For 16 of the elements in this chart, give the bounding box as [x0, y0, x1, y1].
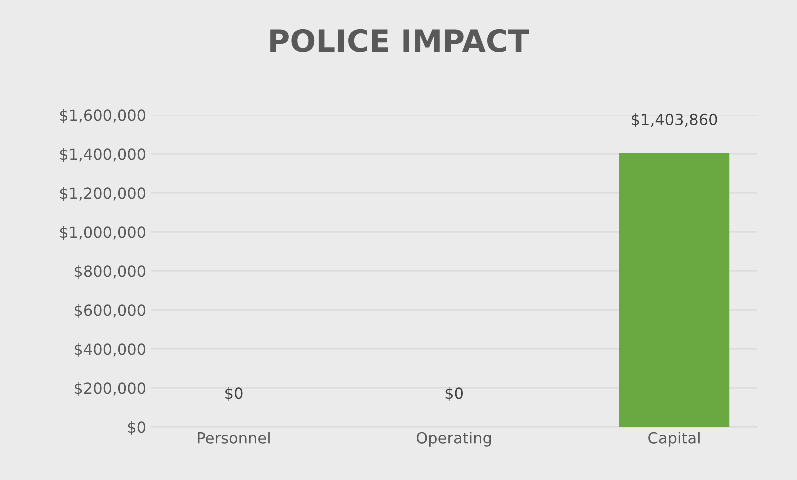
data-label: $0 [446, 387, 463, 402]
y-tick-label: $1,000,000 [60, 226, 146, 240]
y-tick-label: $0 [128, 421, 146, 436]
y-tick-label: $600,000 [74, 304, 146, 318]
y-tick-label: $200,000 [74, 382, 146, 396]
y-tick-label: $1,400,000 [60, 148, 146, 162]
y-tick-label: $1,600,000 [60, 109, 146, 124]
chart-title: POLICE IMPACT [270, 29, 530, 52]
x-tick-label: Personnel [198, 432, 270, 444]
x-tick-label: Capital [648, 432, 700, 447]
data-label: $0 [226, 387, 243, 402]
x-tick-label: Operating [416, 432, 492, 447]
y-tick-label: $1,200,000 [60, 187, 146, 202]
y-tick-label: $800,000 [74, 265, 146, 280]
y-tick-label: $400,000 [74, 343, 146, 358]
data-label: $1,403,860 [632, 114, 718, 128]
